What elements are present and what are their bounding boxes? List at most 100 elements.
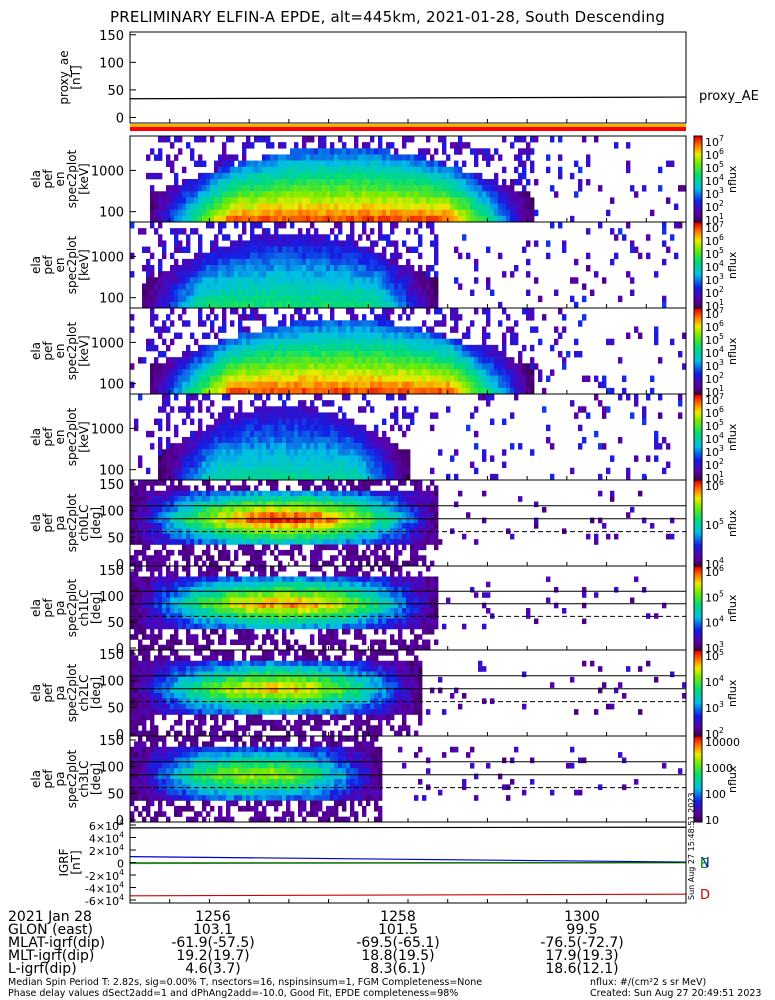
heatmap-cell	[378, 357, 383, 364]
heatmap-cell	[338, 381, 343, 389]
heatmap-cell	[314, 185, 319, 192]
colorbar-segment	[694, 299, 702, 303]
heatmap-cell	[498, 320, 503, 327]
colorbar-segment	[694, 387, 702, 391]
heatmap-cell	[534, 326, 539, 333]
heatmap-cell	[250, 369, 255, 376]
heatmap-cell	[358, 148, 363, 155]
heatmap-cell	[130, 314, 135, 321]
heatmap-cell	[310, 437, 315, 444]
heatmap-cell	[362, 215, 367, 223]
heatmap-cell	[318, 301, 323, 309]
heatmap-cell	[262, 301, 267, 309]
heatmap-cell	[222, 234, 227, 241]
colorbar-segment	[694, 198, 702, 201]
heatmap-cell	[502, 197, 507, 204]
heatmap-cell	[334, 437, 339, 444]
heatmap-cell	[618, 437, 623, 444]
heatmap-cell	[238, 277, 243, 284]
heatmap-cell	[398, 209, 403, 217]
heatmap-cell	[250, 289, 255, 297]
heatmap-cell	[282, 533, 287, 540]
heatmap-cell	[166, 375, 171, 383]
heatmap-cell	[378, 197, 383, 204]
heatmap-cell	[338, 418, 343, 426]
heatmap-cell	[162, 523, 167, 529]
heatmap-cell	[374, 154, 379, 161]
heatmap-cell	[562, 314, 567, 321]
heatmap-cell	[254, 512, 259, 518]
colorbar-segment	[694, 142, 702, 146]
heatmap-cell	[270, 485, 275, 492]
heatmap-cell	[434, 197, 439, 204]
heatmap-cell	[270, 418, 275, 426]
heatmap-cell	[130, 539, 135, 545]
heatmap-cell	[282, 467, 287, 475]
heatmap-cell	[226, 549, 231, 556]
heatmap-cell	[210, 496, 215, 502]
heatmap-cell	[266, 490, 271, 497]
heatmap-cell	[198, 179, 203, 186]
heatmap-cell	[454, 185, 459, 192]
heatmap-cell	[390, 461, 395, 469]
heatmap-cell	[322, 351, 327, 358]
heatmap-cell	[298, 351, 303, 358]
heatmap-cell	[370, 277, 375, 284]
heatmap-cell	[254, 258, 259, 266]
heatmap-cell	[342, 338, 347, 346]
heatmap-cell	[266, 252, 271, 260]
heatmap-cell	[322, 560, 327, 567]
heatmap-cell	[286, 418, 291, 426]
heatmap-cell	[238, 209, 243, 217]
heatmap-cell	[218, 517, 223, 524]
heatmap-cell	[150, 506, 155, 513]
heatmap-cell	[158, 222, 163, 229]
heatmap-cell	[306, 258, 311, 266]
heatmap-cell	[346, 467, 351, 475]
heatmap-cell	[346, 523, 351, 529]
colorbar-segment	[694, 335, 702, 339]
heatmap-cell	[314, 533, 319, 540]
heatmap-cell	[378, 215, 383, 223]
heatmap-cell	[662, 240, 667, 247]
heatmap-cell	[306, 166, 311, 174]
heatmap-cell	[298, 490, 303, 497]
heatmap-cell	[342, 512, 347, 518]
heatmap-cell	[162, 506, 167, 513]
heatmap-cell	[210, 320, 215, 327]
heatmap-cell	[302, 455, 307, 462]
heatmap-cell	[458, 136, 463, 143]
heatmap-cell	[134, 560, 139, 567]
heatmap-cell	[194, 209, 199, 217]
heatmap-cell	[290, 289, 295, 297]
heatmap-cell	[378, 473, 383, 481]
heatmap-cell	[414, 172, 419, 180]
heatmap-cell	[274, 277, 279, 284]
heatmap-cell	[334, 326, 339, 333]
heatmap-cell	[190, 455, 195, 462]
heatmap-cell	[218, 523, 223, 529]
heatmap-cell	[222, 544, 227, 551]
heatmap-cell	[350, 418, 355, 426]
heatmap-cell	[254, 496, 259, 502]
heatmap-cell	[634, 326, 639, 333]
heatmap-cell	[350, 203, 355, 211]
heatmap-cell	[662, 467, 667, 475]
heatmap-cell	[190, 191, 195, 198]
heatmap-cell	[130, 506, 135, 513]
heatmap-cell	[238, 320, 243, 327]
heatmap-cell	[242, 449, 247, 456]
heatmap-cell	[342, 490, 347, 497]
heatmap-cell	[550, 473, 555, 481]
colorbar-segment	[694, 174, 702, 178]
heatmap-cell	[314, 301, 319, 309]
heatmap-cell	[646, 234, 651, 241]
heatmap-cell	[158, 215, 163, 223]
heatmap-cell	[398, 351, 403, 358]
heatmap-cell	[382, 443, 387, 450]
heatmap-cell	[302, 338, 307, 346]
heatmap-cell	[302, 351, 307, 358]
heatmap-cell	[318, 533, 323, 540]
heatmap-cell	[266, 363, 271, 370]
heatmap-cell	[182, 381, 187, 389]
